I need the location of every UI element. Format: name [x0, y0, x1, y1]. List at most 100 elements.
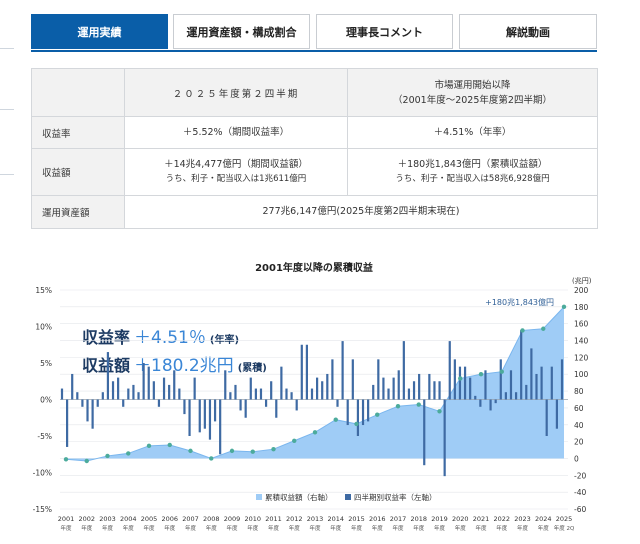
kpi-return-amount: 収益額 ＋180.2兆円 (累積) [82, 351, 267, 376]
kpi-amount-note: (累積) [237, 363, 267, 374]
quarterly-return-bar [520, 330, 523, 400]
quarterly-return-bar [310, 388, 314, 400]
quarterly-return-bar [356, 399, 360, 436]
x-tick-sublabel: 年度 [475, 524, 487, 532]
x-tick-label: 2007 [182, 515, 199, 523]
x-tick-label: 2017 [390, 515, 407, 523]
cumulative-point [146, 443, 152, 449]
x-tick-label: 2013 [307, 515, 324, 523]
x-tick-sublabel: 年度 [226, 524, 238, 532]
cell-quarter-return-amount: ＋14兆4,477億円（期間収益額） うち、利子・配当収入は1兆611億円 [124, 148, 348, 196]
col-header-since-inception: 市場運用開始以降 （2001年度～2025年度第2四半期） [347, 68, 598, 117]
x-tick-sublabel: 年度 [164, 524, 176, 532]
quarterly-return-bar [91, 399, 94, 429]
quarterly-return-bar [229, 392, 232, 400]
right-tick-label: 80 [574, 387, 584, 396]
quarterly-return-bar [525, 384, 528, 400]
cumulative-point [292, 438, 297, 443]
quarterly-return-bar [219, 399, 222, 455]
quarterly-return-bar [178, 388, 181, 400]
col-header-since-line2: （2001年度～2025年度第2四半期） [393, 94, 552, 106]
quarterly-return-bar [382, 377, 385, 400]
quarterly-return-bar [428, 373, 431, 400]
left-tick-label: 0% [40, 396, 52, 405]
right-tick-label: 60 [574, 404, 584, 413]
quarterly-return-bar [530, 348, 533, 400]
kpi-amount-label: 収益額 [82, 356, 131, 375]
quarterly-return-bar [86, 399, 89, 422]
x-tick-sublabel: 年度 [434, 524, 446, 532]
cell-assets-total: 277兆6,147億円(2025年度第2四半期末現在) [124, 195, 598, 229]
x-tick-sublabel: 年度 [247, 524, 259, 532]
tab-performance[interactable]: 運用実績 [31, 14, 168, 49]
legend-swatch-quarterly [345, 494, 351, 500]
quarterly-return-bar [285, 388, 288, 400]
x-tick-sublabel: 年度 [351, 524, 363, 532]
quarterly-return-bar [550, 366, 553, 400]
quarterly-return-bar [535, 373, 538, 400]
quarterly-return-bar [438, 381, 441, 400]
x-tick-sublabel: 年度 [309, 524, 321, 532]
quarterly-return-bar [60, 388, 64, 400]
quarter-amount-main: ＋14兆4,477億円（期間収益額） [164, 159, 308, 170]
right-tick-label: -60 [574, 505, 586, 514]
x-tick-label: 2003 [99, 515, 116, 523]
quarterly-return-bar [142, 363, 145, 400]
cumulative-point [167, 442, 172, 448]
quarterly-return-bar [443, 399, 446, 477]
cumulative-point [499, 369, 504, 374]
tab-president-comment[interactable]: 理事長コメント [316, 14, 453, 49]
quarterly-return-bar [101, 392, 104, 400]
left-tick-label: 5% [40, 359, 52, 368]
x-tick-sublabel: 年度 [392, 524, 404, 532]
quarterly-return-bar [346, 399, 349, 426]
x-tick-sublabel: 年度 [206, 524, 218, 532]
x-tick-sublabel: 年度 [102, 524, 114, 532]
cumulative-point [416, 402, 421, 407]
quarterly-return-bar [560, 359, 564, 400]
cumulative-annotation: +180兆1,843億円 [485, 297, 554, 307]
quarterly-return-bar [295, 399, 298, 411]
quarterly-return-bar [203, 399, 206, 429]
cumulative-point [188, 448, 193, 454]
quarterly-return-bar [474, 395, 477, 400]
x-tick-sublabel: 年度 [81, 524, 93, 532]
quarterly-return-bar [244, 399, 247, 418]
x-tick-label: 2023 [514, 515, 531, 523]
quarterly-return-bar [499, 359, 502, 400]
quarterly-return-bar [132, 384, 135, 400]
right-tick-label: -20 [574, 471, 586, 480]
right-tick-label: 20 [574, 438, 584, 447]
cumulative-point [333, 417, 338, 422]
quarterly-return-bar [157, 399, 161, 407]
tab-explainer-video[interactable]: 解説動画 [459, 14, 597, 49]
cumulative-returns-chart: 2001年度以降の累積収益 収益率 ＋4.51％ (年率) 収益額 ＋180.2兆円(… [0, 255, 640, 544]
quarterly-return-bar [162, 377, 166, 400]
quarterly-return-bar [351, 359, 354, 400]
left-tick-label: -5% [37, 432, 52, 441]
x-tick-label: 2019 [431, 515, 448, 523]
quarterly-return-bar [71, 373, 74, 400]
x-tick-sublabel: 年度 [60, 524, 72, 532]
quarterly-return-bar [504, 392, 507, 400]
right-tick-label: -40 [574, 488, 586, 497]
quarterly-return-bar [402, 341, 405, 400]
x-tick-label: 2024 [535, 515, 552, 523]
x-tick-label: 2005 [141, 515, 158, 523]
x-tick-sublabel: 年度 [268, 524, 280, 532]
quarterly-return-bar [213, 399, 217, 422]
quarterly-return-bar [193, 377, 196, 400]
cell-quarter-return-rate: ＋5.52%（期間収益率） [124, 116, 348, 149]
x-tick-label: 2010 [244, 515, 261, 523]
quarterly-return-bar [341, 341, 344, 400]
right-axis-unit: (兆円) [572, 276, 592, 285]
left-edge-line [0, 48, 14, 49]
quarterly-return-bar [326, 373, 329, 400]
quarterly-return-bar [173, 370, 176, 400]
tab-asset-allocation[interactable]: 運用資産額・構成割合 [173, 14, 310, 49]
cumulative-point [229, 448, 235, 454]
cell-cumulative-return-rate: ＋4.51%（年率） [347, 116, 598, 149]
cumulative-area [66, 306, 564, 461]
quarterly-return-bar [81, 399, 84, 407]
left-tick-label: 10% [35, 323, 52, 332]
